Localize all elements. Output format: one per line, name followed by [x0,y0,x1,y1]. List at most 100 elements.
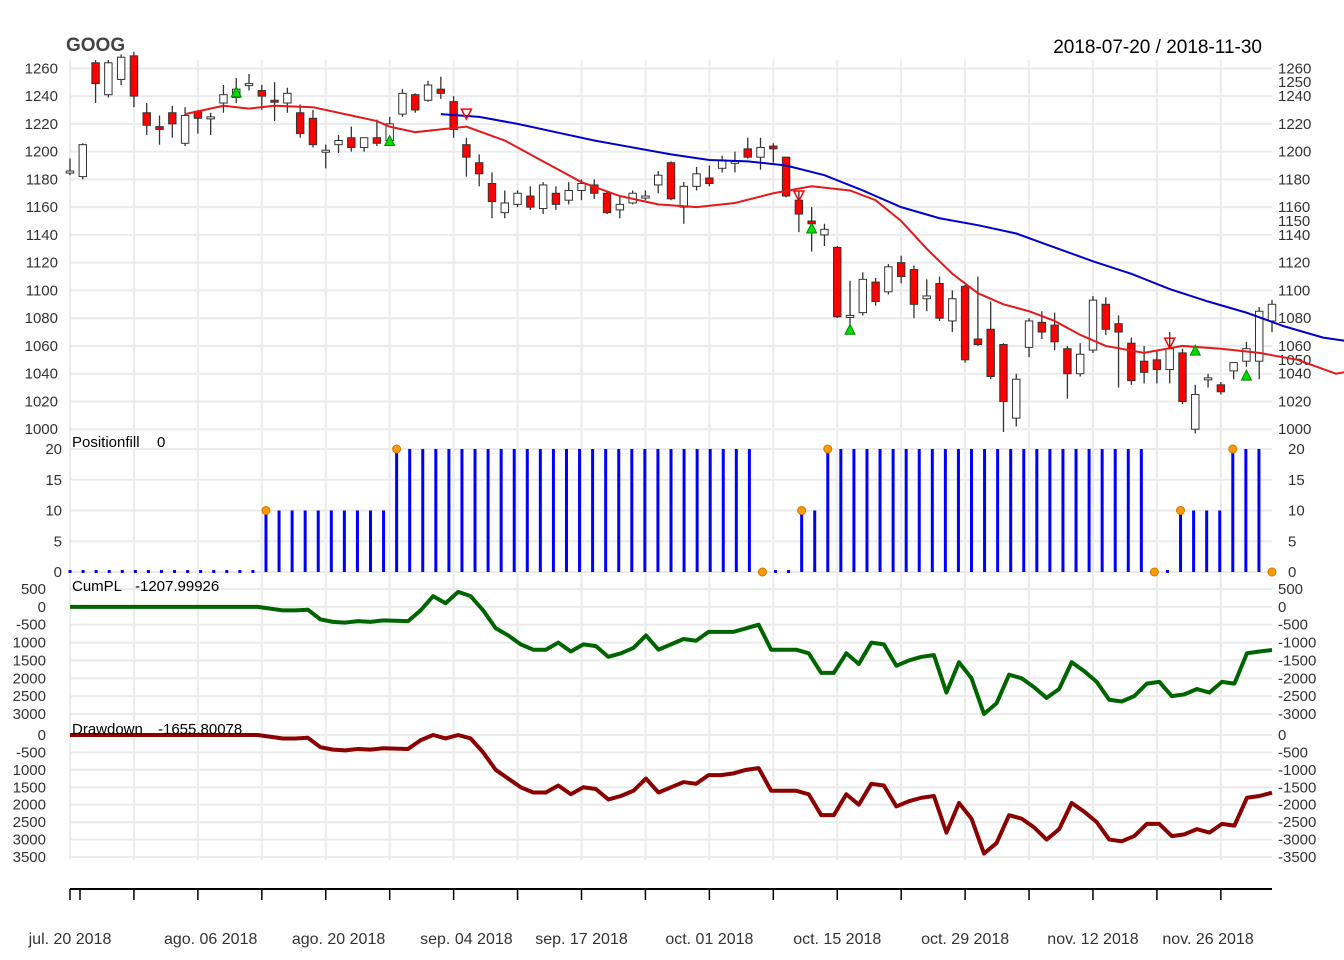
candle-down [666,162,676,200]
position-change-marker [1149,567,1159,577]
drawdown-y-tick-left: -500 [16,744,46,761]
price-y-tick-left: 1200 [25,144,58,161]
price-y-tick-left: 1020 [25,393,58,410]
candle-down [462,144,471,158]
candle-up [219,94,228,104]
candle-down [526,195,535,208]
candle-up [180,115,190,144]
price-y-tick-left: 1260 [25,60,58,77]
cumpl-y-tick-left: 0 [38,599,46,616]
position-zero-dot [186,570,190,573]
candle-up [692,173,701,187]
candle-up [922,295,931,300]
cumpl-label: CumPL [72,578,122,595]
drawdown-y-tick-left: 0 [38,727,46,744]
candle-down [551,192,561,205]
candle-down [1063,348,1072,375]
position-zero-dot [251,570,255,573]
candle-up [615,203,625,211]
drawdown-y-tick-left: 3500 [13,849,46,866]
position-zero-dot [159,570,163,573]
candle-down [935,282,944,319]
price-y-tick-left: 1060 [25,338,58,355]
cumpl-y-tick-right: -2500 [1278,688,1316,705]
price-y-tick-right: 1120 [1278,255,1310,272]
price-panel: 1000 1020 1040 1060 1080 1100 1120 1140 1160 1180… [25,51,1344,438]
candle-up [948,298,957,322]
price-y-tick-right: 1260 [1278,60,1311,77]
price-y-tick-right: 1000 [1278,421,1311,438]
cumpl-y-tick-right: 0 [1278,599,1286,616]
sma-long-line [440,113,1344,342]
price-y-tick-right: 1020 [1278,393,1311,410]
candle-down [168,112,177,125]
price-y-tick-left: 1080 [25,310,58,327]
candle-up [538,184,548,210]
candle-up [500,202,509,214]
candle-down [999,344,1008,402]
x-tick-label: oct. 15 2018 [793,931,881,948]
price-y-tick-right: 1150 [1278,213,1310,230]
candle-up [1165,348,1174,371]
candle-up [641,195,650,199]
price-y-tick-right: 1220 [1278,116,1311,133]
candle-up [359,137,369,148]
candle-down [1152,359,1162,371]
x-tick-label: oct. 29 2018 [921,931,1009,948]
candle-up [321,149,330,153]
candle-up [1255,310,1264,362]
position-zero-dot [107,570,111,573]
price-y-tick-right: 1160 [1278,199,1310,216]
candle-down [1101,303,1110,330]
price-y-tick-right: 1240 [1278,88,1311,105]
price-y-tick-left: 1140 [26,227,58,244]
cumpl-y-tick-left: -500 [16,617,46,634]
candle-down [411,94,420,111]
price-y-tick-right: 1250 [1278,74,1311,91]
price-y-tick-right: 1080 [1278,310,1311,327]
candle-up [116,56,126,80]
position-label: Positionfill [72,434,140,451]
candle-down [474,162,484,175]
price-y-tick-left: 1120 [26,255,58,272]
buy-signal-marker [1189,343,1202,356]
candle-down [909,269,919,305]
candle-down [769,145,778,150]
candle-up [564,189,573,201]
candle-up [283,92,292,104]
candle-down [896,262,906,278]
cumpl-y-tick-left: 2000 [13,670,46,687]
candle-down [487,183,497,203]
candle-up [423,84,433,101]
candle-down [1127,342,1136,382]
candle-down [436,88,446,94]
price-y-tick-right: 1050 [1278,352,1311,369]
candle-up [244,83,254,87]
candle-down [705,177,714,185]
position-y-tick-left: 5 [54,533,62,550]
candle-up [1229,362,1238,372]
buy-signal-marker [1240,368,1253,381]
cumpl-y-tick-left: 500 [21,581,46,598]
drawdown-y-tick-left: 3000 [13,832,46,849]
candle-down [1037,321,1047,333]
candle-down [973,338,983,346]
candle-down [1216,384,1226,393]
drawdown-y-tick-left: 2000 [13,797,46,814]
candle-up [78,144,87,178]
candle-up [513,192,522,205]
position-change-marker [392,444,402,454]
price-y-tick-left: 1220 [25,116,58,133]
drawdown-y-tick-right: -2000 [1278,797,1316,814]
candle-down [743,148,752,158]
price-y-tick-right: 1180 [1278,171,1310,188]
candle-up [858,278,868,314]
position-change-marker [823,444,833,454]
cumpl-y-tick-right: 500 [1278,581,1303,598]
candle-up [679,185,688,208]
buy-signal-marker [844,323,856,335]
candle-up [756,146,765,158]
candle-up [334,140,343,146]
x-tick-label: nov. 12 2018 [1047,931,1138,948]
